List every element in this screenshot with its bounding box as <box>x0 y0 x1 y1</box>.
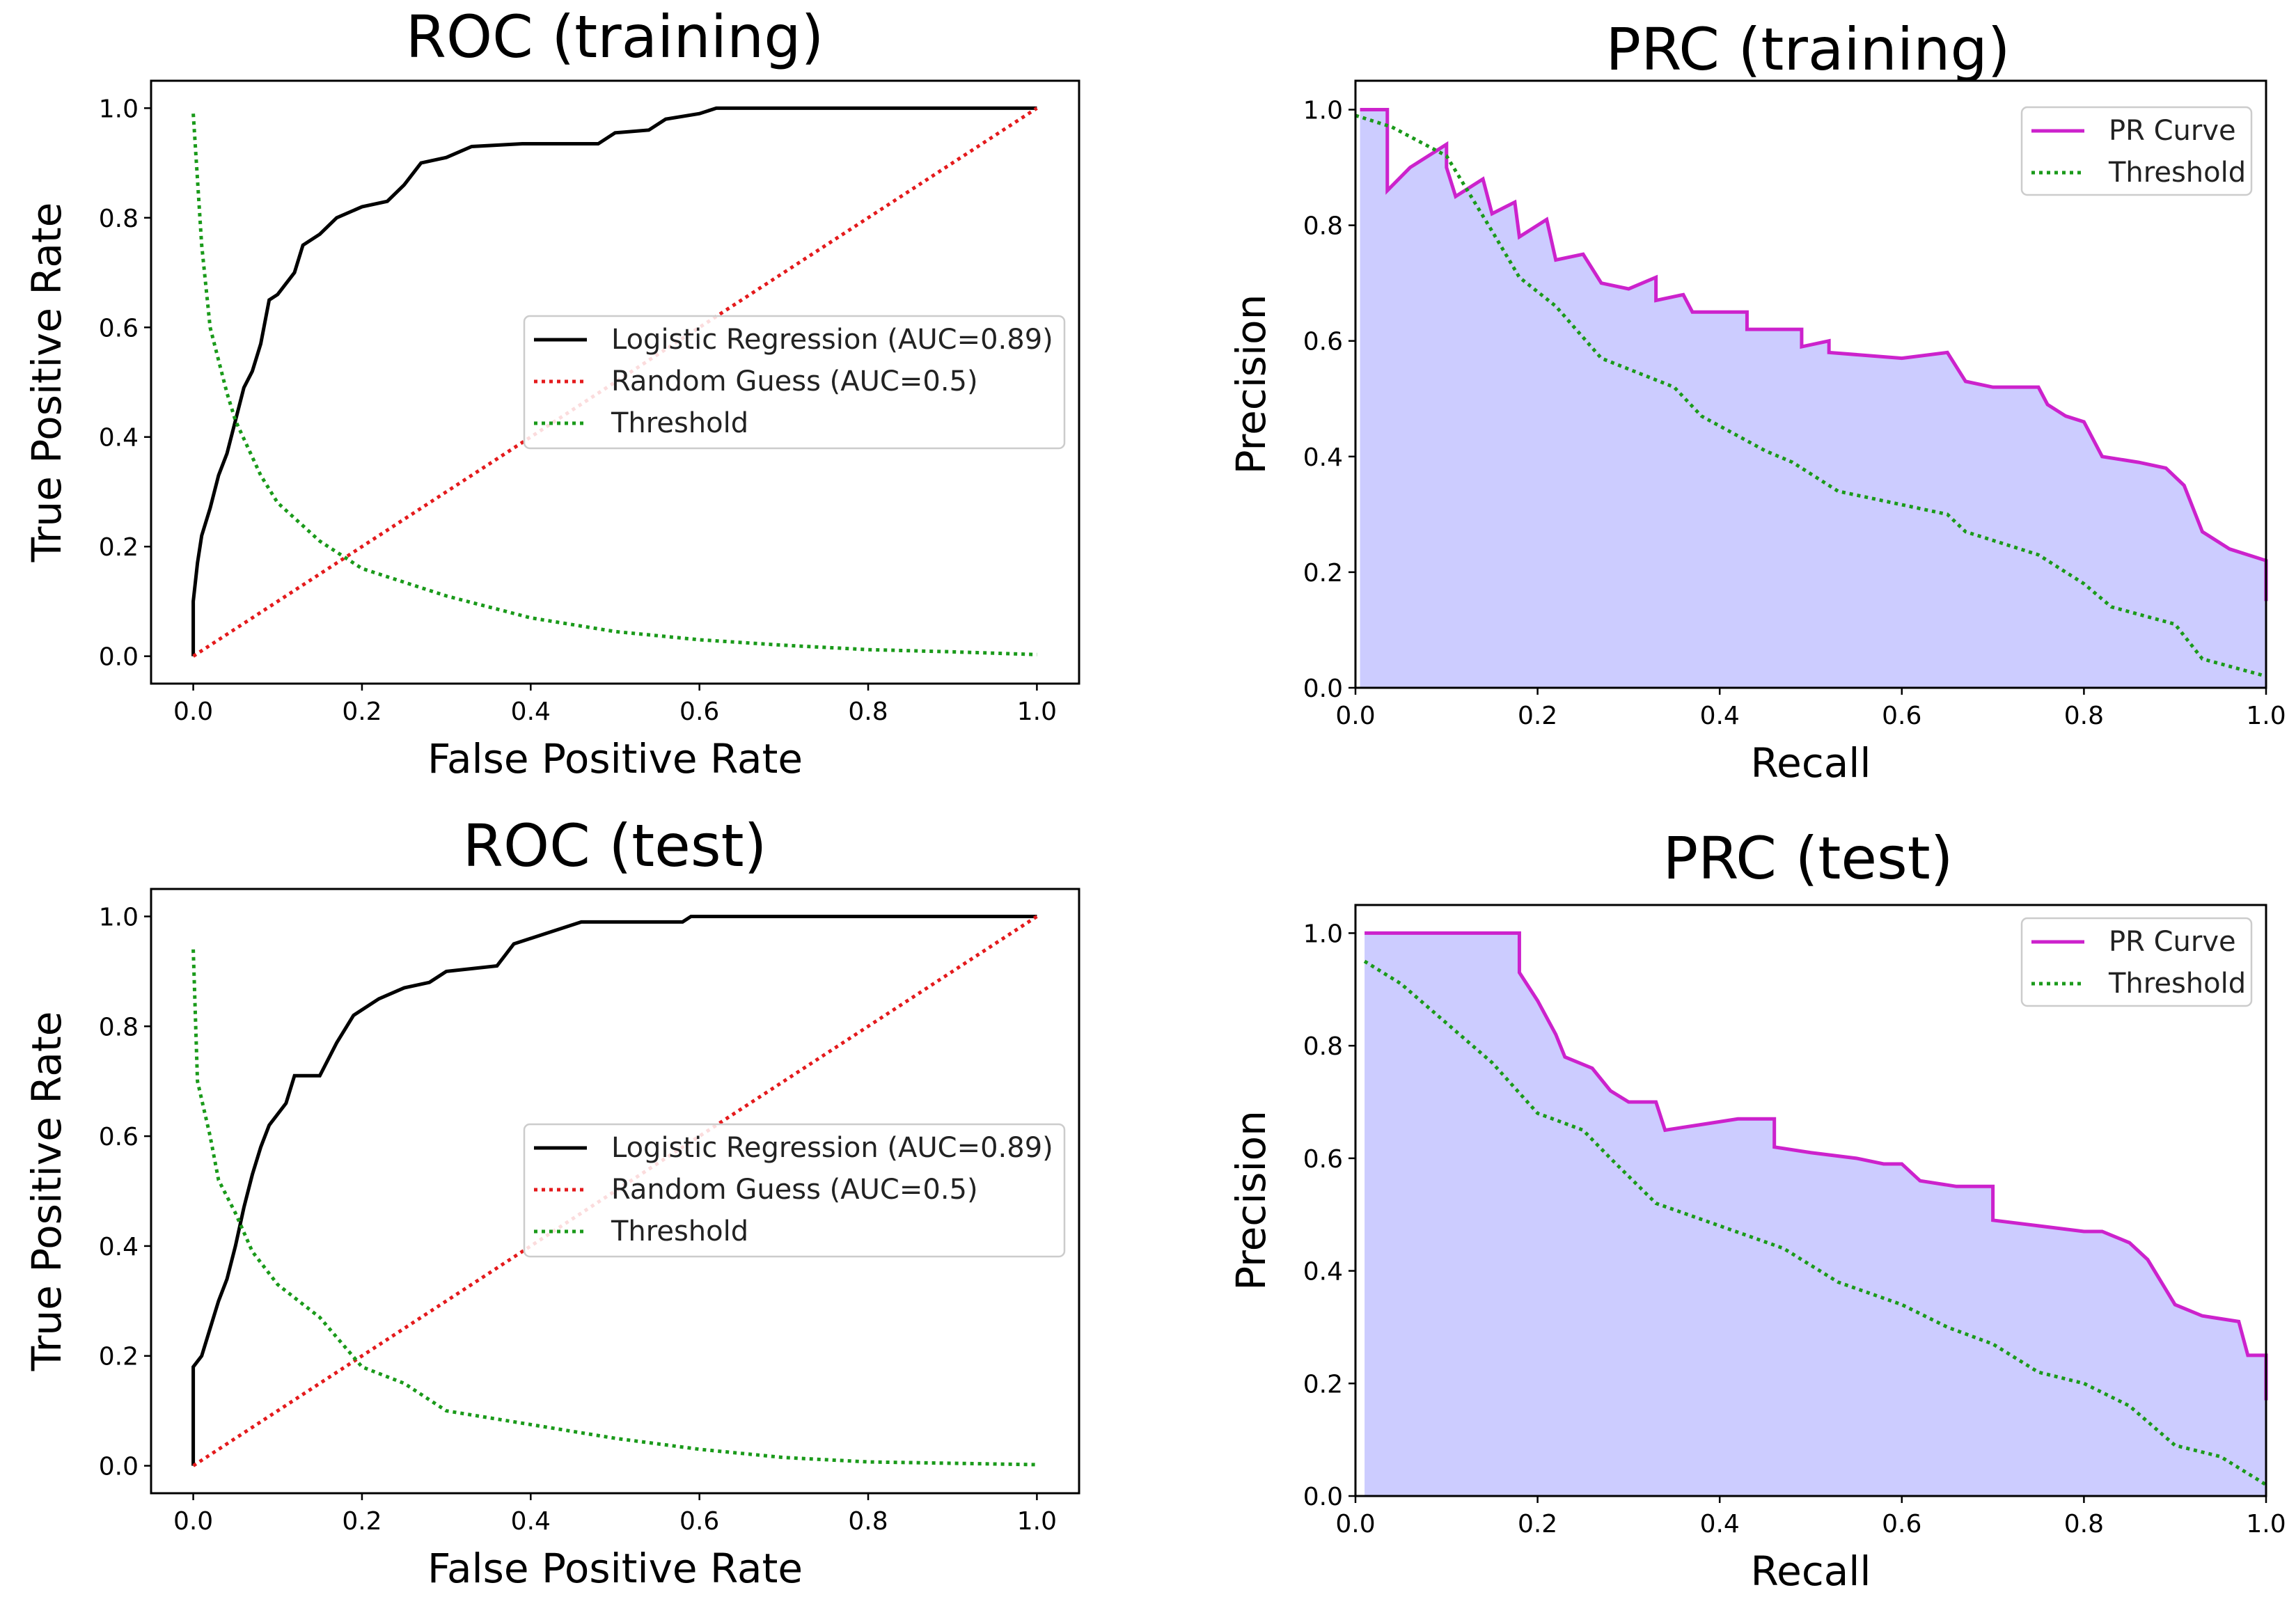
legend-label: PR Curve <box>2109 115 2236 147</box>
pr-area-fill <box>1365 933 2266 1496</box>
legend-label: Threshold <box>611 1215 748 1247</box>
y-axis-label: True Positive Rate <box>23 203 70 563</box>
legend-label: Random Guess (AUC=0.5) <box>611 1174 978 1206</box>
x-axis-label: False Positive Rate <box>427 735 803 782</box>
y-tick-label: 0.6 <box>99 1123 139 1151</box>
chart-2: ROC (test) 0.0 0.2 0.4 0.6 0.8 1.0 0.0 0.2 0.4 0.6… <box>23 812 1080 1592</box>
y-axis-label: Precision <box>1227 1110 1275 1291</box>
chart-3: PRC (test) 0.0 0.2 0.4 0.6 0.8 1.0 0.0 0.2 0.4 0.6… <box>1227 824 2286 1595</box>
x-axis-label: Recall <box>1750 739 1871 787</box>
y-tick-label: 0.2 <box>99 533 139 562</box>
x-tick-label: 0.6 <box>1882 1510 1921 1538</box>
x-tick-label: 0.4 <box>1700 1510 1740 1538</box>
y-tick-label: 1.0 <box>1303 97 1343 125</box>
y-tick-label: 0.2 <box>1303 1370 1343 1399</box>
y-tick-label: 0.0 <box>1303 1483 1343 1511</box>
y-tick-label: 0.6 <box>1303 328 1343 356</box>
y-tick-label: 0.4 <box>1303 443 1343 472</box>
y-axis-label: Precision <box>1227 294 1275 475</box>
x-tick-label: 0.0 <box>173 1507 213 1536</box>
x-tick-label: 0.2 <box>1518 1510 1557 1538</box>
series-line-threshold <box>191 949 1037 1467</box>
chart-title: PRC (training) <box>1605 15 2010 84</box>
y-tick-label: 0.4 <box>1303 1258 1343 1286</box>
y-tick-label: 1.0 <box>99 903 139 931</box>
x-tick-label: 0.2 <box>342 1507 382 1536</box>
axes-frame <box>1354 904 2267 1497</box>
legend: Logistic Regression (AUC=0.89) Random Gue… <box>523 1123 1066 1258</box>
legend-label: Random Guess (AUC=0.5) <box>611 365 978 397</box>
x-tick-label: 0.6 <box>679 1507 719 1536</box>
y-tick-label: 0.2 <box>1303 559 1343 588</box>
legend-label: Threshold <box>611 407 748 439</box>
x-tick-label: 0.8 <box>2064 702 2104 730</box>
y-tick-label: 0.8 <box>99 1013 139 1041</box>
y-tick-label: 0.0 <box>1303 675 1343 703</box>
chart-title: PRC (test) <box>1662 824 1953 892</box>
y-tick-label: 0.0 <box>99 643 139 672</box>
series-line-pr-curve <box>1360 108 2268 601</box>
axes-frame <box>150 79 1080 685</box>
legend: PR Curve Threshold <box>2020 106 2253 196</box>
legend-label: PR Curve <box>2109 926 2236 958</box>
chart-1: PRC (training) 0.0 0.2 0.4 0.6 0.8 1.0 0.0 0.2 0.… <box>1227 15 2286 787</box>
legend-label: Logistic Regression (AUC=0.89) <box>611 1132 1053 1164</box>
x-tick-label: 1.0 <box>1017 698 1057 726</box>
x-tick-label: 0.2 <box>342 698 382 726</box>
x-tick-label: 0.0 <box>173 698 213 726</box>
series-line-logistic-regression-auc-0-89- <box>191 106 1037 656</box>
legend-label: Threshold <box>2108 968 2246 1000</box>
legend-label: Logistic Regression (AUC=0.89) <box>611 324 1053 356</box>
x-tick-label: 1.0 <box>1017 1507 1057 1536</box>
x-tick-label: 0.0 <box>1335 702 1375 730</box>
y-tick-label: 0.8 <box>1303 1032 1343 1061</box>
y-tick-label: 0.6 <box>1303 1145 1343 1174</box>
series-line-threshold <box>1355 113 2267 678</box>
y-tick-label: 0.0 <box>99 1453 139 1481</box>
x-tick-label: 0.0 <box>1335 1510 1375 1538</box>
x-tick-label: 1.0 <box>2246 702 2286 730</box>
x-tick-label: 0.6 <box>679 698 719 726</box>
x-tick-label: 0.2 <box>1518 702 1557 730</box>
x-tick-label: 0.4 <box>511 698 551 726</box>
legend-label: Threshold <box>2108 157 2246 189</box>
x-tick-label: 0.4 <box>511 1507 551 1536</box>
legend-box <box>523 1123 1066 1258</box>
y-tick-label: 0.2 <box>99 1343 139 1371</box>
x-tick-label: 0.8 <box>2064 1510 2104 1538</box>
chart-0: ROC (training) 0.0 0.2 0.4 0.6 0.8 1.0 0.0 0.2 0.… <box>23 3 1080 782</box>
y-tick-label: 1.0 <box>1303 920 1343 948</box>
series-line-logistic-regression-auc-0-89- <box>191 914 1037 1466</box>
series-line-pr-curve <box>1365 931 2268 1401</box>
x-tick-label: 0.8 <box>848 1507 888 1536</box>
axes-frame <box>1354 79 2267 689</box>
y-tick-label: 0.4 <box>99 1233 139 1261</box>
x-tick-label: 0.8 <box>848 698 888 726</box>
legend: PR Curve Threshold <box>2020 917 2253 1007</box>
x-tick-label: 0.4 <box>1700 702 1740 730</box>
chart-title: ROC (training) <box>406 3 824 71</box>
y-axis-label: True Positive Rate <box>23 1011 70 1372</box>
axes-frame <box>150 888 1080 1495</box>
x-tick-label: 0.6 <box>1882 702 1921 730</box>
legend-box <box>523 315 1066 450</box>
chart-title: ROC (test) <box>463 812 767 880</box>
y-tick-label: 0.8 <box>99 205 139 233</box>
legend: Logistic Regression (AUC=0.89) Random Gue… <box>523 315 1066 450</box>
y-tick-label: 1.0 <box>99 95 139 123</box>
x-axis-label: Recall <box>1750 1548 1871 1595</box>
x-tick-label: 1.0 <box>2246 1510 2286 1538</box>
x-axis-label: False Positive Rate <box>427 1545 803 1592</box>
y-tick-label: 0.8 <box>1303 212 1343 241</box>
y-tick-label: 0.4 <box>99 424 139 452</box>
pr-area-fill <box>1360 109 2266 688</box>
y-tick-label: 0.6 <box>99 314 139 343</box>
